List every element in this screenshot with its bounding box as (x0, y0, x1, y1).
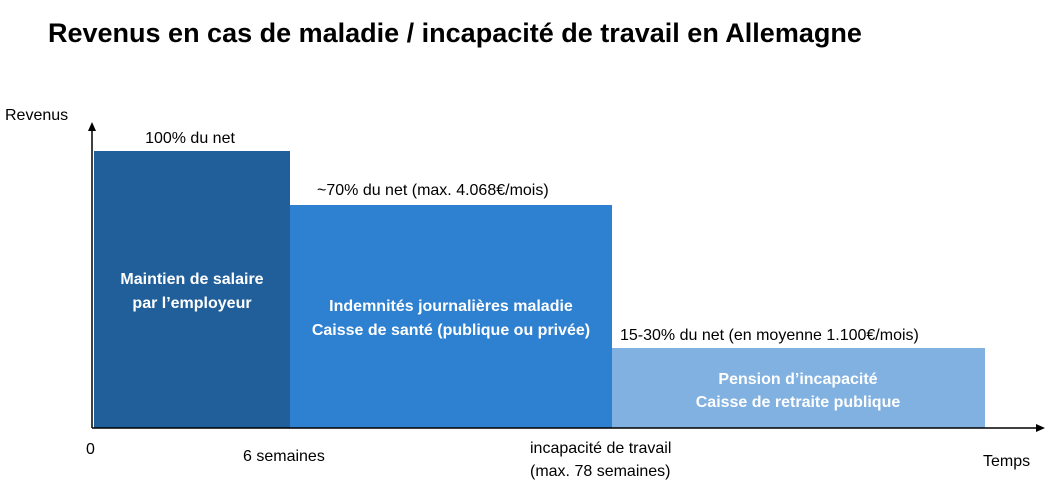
level-label: 15-30% du net (en moyenne 1.100€/mois) (620, 327, 919, 344)
block-pension (612, 348, 985, 428)
title: Revenus en cas de maladie / incapacité d… (48, 18, 862, 48)
block-employer (94, 151, 290, 428)
x-arrow (1036, 424, 1045, 432)
x-label: incapacité de travail (530, 440, 671, 457)
block-text: Pension d’incapacité (718, 371, 877, 388)
x-label: (max. 78 semaines) (530, 463, 671, 480)
x-label: 0 (86, 441, 95, 458)
y-axis-label: Revenus (5, 107, 68, 124)
block-text: Maintien de salaire (120, 271, 263, 288)
block-text: Caisse de santé (publique ou privée) (312, 322, 590, 339)
level-label: 100% du net (145, 130, 235, 147)
x-axis-label: Temps (983, 453, 1030, 470)
x-label: 6 semaines (243, 448, 325, 465)
block-text: Caisse de retraite publique (696, 394, 901, 411)
level-label: ~70% du net (max. 4.068€/mois) (317, 182, 549, 199)
block-text: Indemnités journalières maladie (329, 298, 573, 315)
block-text: par l’employeur (132, 295, 251, 312)
y-arrow (88, 122, 96, 131)
block-health-insurance (290, 205, 612, 428)
